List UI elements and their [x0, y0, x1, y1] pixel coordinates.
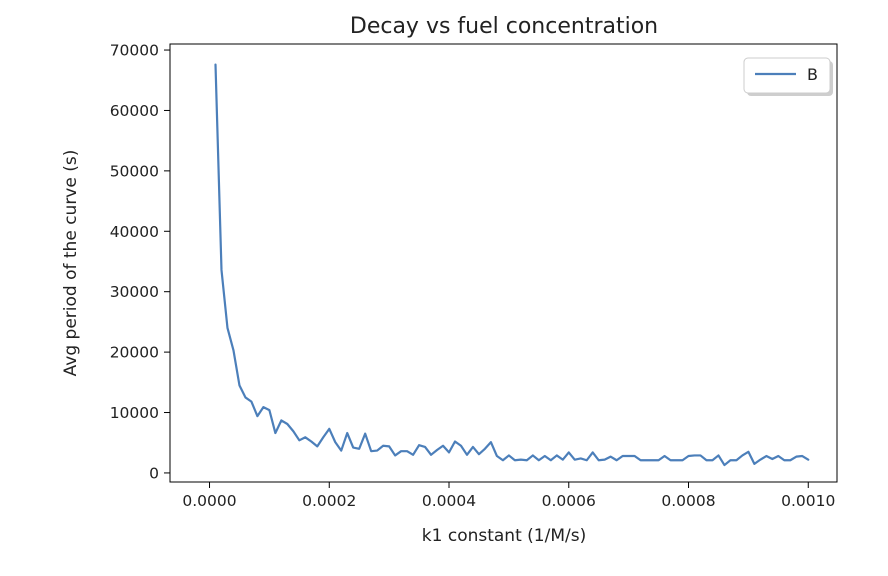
legend: B [743, 57, 833, 96]
y-tick-label: 40000 [110, 223, 159, 241]
chart-title: Decay vs fuel concentration [350, 14, 658, 39]
series-b-line [214, 63, 810, 467]
y-tick-label: 10000 [110, 404, 159, 422]
x-tick-label: 0.0004 [422, 492, 476, 510]
series-layer [214, 63, 810, 467]
y-axis: 0 10000 20000 30000 40000 50000 60000 70000 [110, 42, 170, 482]
y-axis-label: Avg period of the curve (s) [61, 150, 81, 377]
x-tick-label: 0.0000 [182, 492, 236, 510]
y-tick-label: 0 [149, 464, 159, 482]
y-tick-label: 50000 [110, 162, 159, 180]
y-tick-label: 70000 [110, 42, 159, 60]
plot-frame [169, 43, 838, 483]
x-tick-label: 0.0010 [781, 492, 835, 510]
x-axis-label: k1 constant (1/M/s) [422, 526, 586, 546]
x-tick-label: 0.0008 [661, 492, 715, 510]
legend-series-b-label: B [807, 65, 818, 84]
x-tick-label: 0.0006 [542, 492, 596, 510]
y-tick-label: 60000 [110, 102, 159, 120]
x-axis: 0.0000 0.0002 0.0004 0.0006 0.0008 0.0010 [182, 482, 835, 510]
y-tick-label: 20000 [110, 344, 159, 362]
x-tick-label: 0.0002 [302, 492, 356, 510]
y-tick-label: 30000 [110, 283, 159, 301]
legend-box [743, 57, 831, 94]
